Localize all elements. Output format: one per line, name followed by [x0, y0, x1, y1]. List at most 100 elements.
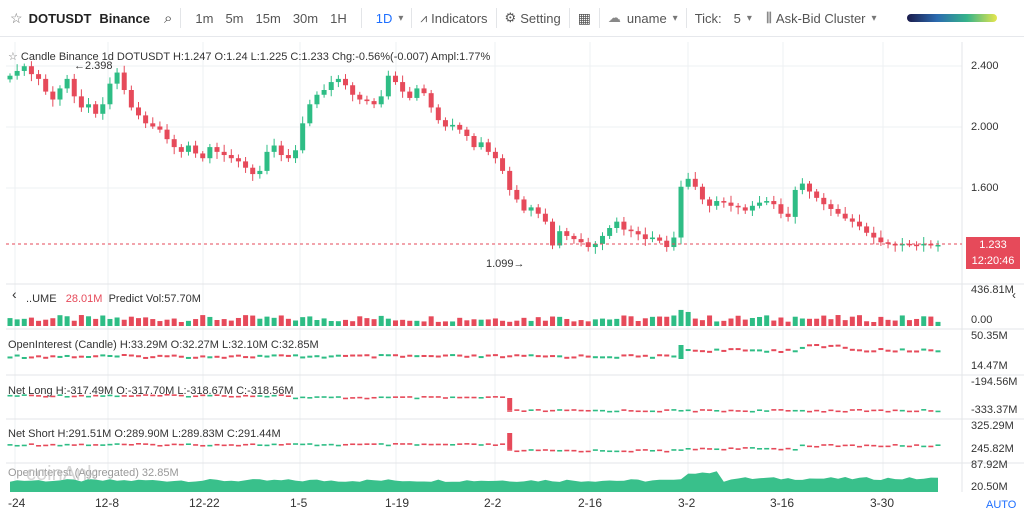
- net-long-mark: [300, 396, 306, 399]
- candle-body: [343, 78, 349, 86]
- net-long-mark: [828, 409, 834, 412]
- tf-30m[interactable]: 30m: [292, 10, 319, 26]
- oi-candle-mark: [671, 355, 677, 358]
- star-icon[interactable]: ☆: [10, 9, 23, 26]
- net-short-mark: [585, 450, 591, 453]
- net-long-mark: [143, 394, 149, 396]
- volume-bar: [864, 321, 870, 326]
- oi-candle-mark: [307, 355, 313, 358]
- candle-body: [57, 88, 63, 100]
- volume-bar: [221, 319, 227, 326]
- candle-body: [478, 142, 484, 148]
- indicators-button[interactable]: ⩘ Indicators: [420, 11, 487, 26]
- candle-body: [293, 150, 299, 159]
- candle-body: [392, 75, 398, 83]
- countdown-tag: 12:20:46: [966, 253, 1020, 269]
- volume-bar: [764, 315, 770, 326]
- net-short-mark: [828, 444, 834, 446]
- auto-scale-button[interactable]: AUTO: [986, 499, 1017, 511]
- net-short-mark: [300, 443, 306, 446]
- net-long-mark: [935, 410, 941, 413]
- net-short-spike: [507, 433, 513, 449]
- candle-body: [371, 101, 377, 105]
- net-long-mark: [664, 409, 670, 411]
- volume-bar: [614, 318, 620, 326]
- volume-bar: [178, 321, 184, 326]
- tick-selector[interactable]: Tick: 5 ▾: [695, 11, 752, 26]
- volume-bar: [607, 319, 613, 326]
- oi-candle-mark: [921, 348, 927, 351]
- heatmap-gradient-slider[interactable]: [906, 14, 997, 22]
- candle-body: [735, 205, 741, 208]
- net-long-mark: [314, 396, 320, 398]
- volume-bar: [250, 315, 256, 326]
- net-short-mark: [635, 449, 641, 451]
- net-short-mark: [678, 449, 684, 451]
- net-long-mark: [728, 409, 734, 412]
- net-short-mark: [414, 444, 420, 446]
- oi-candle-mark: [728, 348, 734, 351]
- tf-15m[interactable]: 15m: [255, 10, 281, 26]
- volume-bar: [385, 318, 391, 326]
- layout-grid-icon[interactable]: ▦: [577, 9, 591, 26]
- candle-body: [571, 235, 577, 240]
- net-short-mark: [271, 443, 277, 446]
- candle-body: [871, 232, 877, 238]
- net-long-mark: [707, 409, 713, 411]
- candle-body: [707, 199, 713, 206]
- candle-body: [378, 96, 384, 105]
- exchange-name[interactable]: Binance: [99, 10, 150, 26]
- divider: [598, 8, 600, 28]
- oi-candle-mark: [485, 354, 491, 357]
- net-short-mark: [799, 444, 805, 447]
- chart-canvas[interactable]: [0, 36, 1024, 513]
- tf-1h[interactable]: 1H: [330, 10, 347, 26]
- oi-candle-mark: [128, 354, 134, 357]
- volume-bar: [557, 316, 563, 326]
- oi-candle-mark: [78, 355, 84, 358]
- net-short-mark: [243, 443, 249, 446]
- net-long-mark: [521, 410, 527, 412]
- high-value: 2.398: [85, 60, 113, 72]
- volume-bar: [814, 318, 820, 326]
- user-selector[interactable]: ☁ uname ▾: [608, 10, 678, 26]
- tf-5m[interactable]: 5m: [225, 10, 244, 26]
- search-icon[interactable]: ⌕: [163, 9, 173, 27]
- net-short-mark: [257, 444, 263, 446]
- oi-candle-mark: [164, 355, 170, 358]
- volume-bar: [364, 318, 370, 326]
- candle-body: [899, 243, 905, 246]
- collapse-chevron-icon[interactable]: ‹: [12, 286, 17, 302]
- net-long-mark: [614, 410, 620, 413]
- x-tick: 3-2: [678, 496, 696, 510]
- net-long-mark: [7, 394, 13, 397]
- oi-candle-mark: [43, 356, 49, 359]
- setting-button[interactable]: ⚙ Setting: [505, 10, 561, 26]
- net-long-mark: [592, 409, 598, 412]
- tf-1m[interactable]: 1m: [195, 10, 214, 26]
- oi-candle-mark: [228, 355, 234, 358]
- volume-predict: Predict Vol:57.70M: [108, 293, 201, 305]
- cluster-selector[interactable]: ⫼ Ask-Bid Cluster ▾: [766, 10, 877, 26]
- net-long-mark: [771, 409, 777, 411]
- net-long-mark: [906, 410, 912, 413]
- volume-bar: [300, 317, 306, 326]
- net-long-mark: [235, 395, 241, 398]
- oi-candle-mark: [685, 349, 691, 352]
- symbol-name[interactable]: DOTUSDT: [28, 10, 92, 26]
- net-long-mark: [878, 409, 884, 412]
- volume-bar: [785, 321, 791, 326]
- net-long-mark: [50, 395, 56, 398]
- chevron-down-icon[interactable]: ▾: [398, 12, 404, 24]
- net-short-mark: [871, 444, 877, 447]
- net-short-mark: [278, 444, 284, 446]
- expand-chevron-icon[interactable]: ‹: [1012, 288, 1016, 302]
- candle-body: [278, 145, 284, 156]
- tf-1d[interactable]: 1D: [375, 10, 393, 26]
- candle-body: [906, 243, 912, 246]
- star-icon[interactable]: ☆: [8, 51, 21, 63]
- candle-body: [14, 70, 20, 76]
- candle-body: [928, 243, 934, 246]
- candle-body: [814, 191, 820, 198]
- net-short-mark: [385, 444, 391, 447]
